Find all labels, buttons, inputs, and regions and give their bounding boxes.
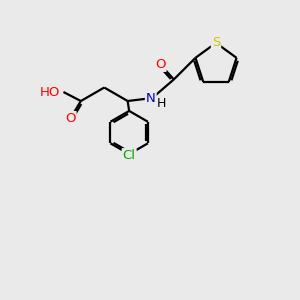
Text: N: N <box>146 92 156 104</box>
Text: HO: HO <box>40 85 61 98</box>
Text: O: O <box>155 58 166 71</box>
Text: H: H <box>157 97 166 110</box>
Text: Cl: Cl <box>123 149 136 162</box>
Text: O: O <box>65 112 76 125</box>
Text: S: S <box>212 36 220 50</box>
